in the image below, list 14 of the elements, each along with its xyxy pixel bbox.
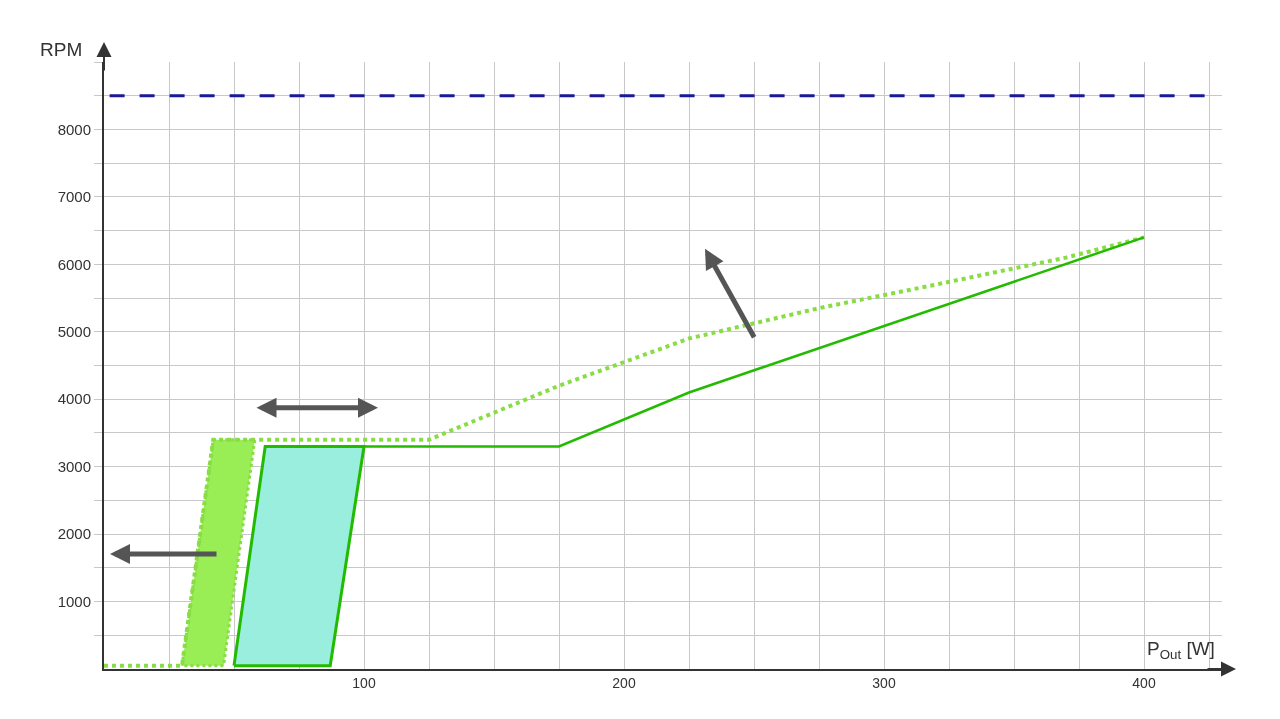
- y-tick-label: 2000: [57, 525, 91, 543]
- x-tick-label: 100: [352, 674, 376, 691]
- y-tick-label: 4000: [57, 390, 91, 408]
- x-tick-label: 400: [1132, 674, 1156, 691]
- x-axis-title: P$_{Out}$ [W]: [1147, 638, 1215, 662]
- x-tick-label: 200: [612, 674, 636, 691]
- y-tick-label: 8000: [57, 120, 91, 138]
- x-tick-label: 300: [872, 674, 896, 691]
- y-tick-label: 5000: [57, 323, 91, 341]
- y-tick-label: 7000: [57, 188, 91, 206]
- y-tick-label: 6000: [57, 255, 91, 273]
- y-axis-title: RPM: [40, 39, 83, 60]
- y-tick-label: 1000: [57, 592, 91, 610]
- y-tick-label: 3000: [57, 457, 91, 475]
